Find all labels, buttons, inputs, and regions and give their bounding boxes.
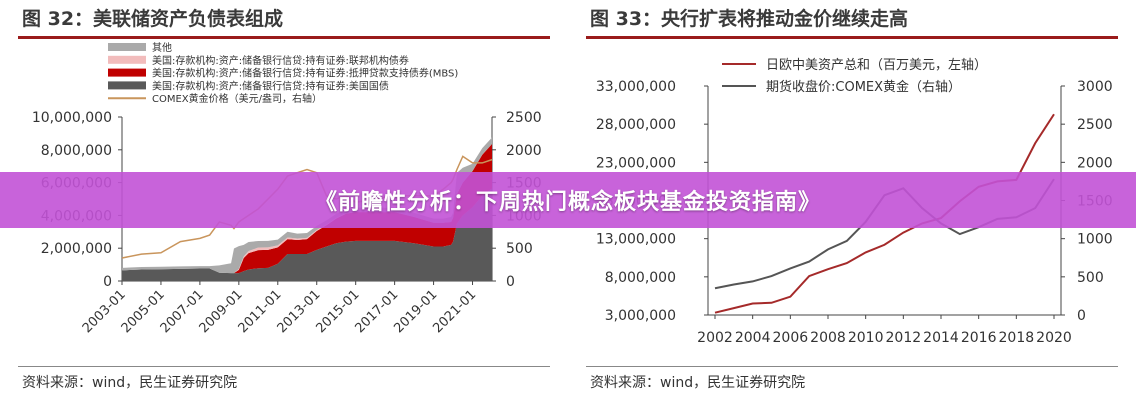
y-right-tick-label: 2000 [506, 143, 542, 159]
x-tick-label: 2006 [773, 330, 809, 346]
x-tick-label: 2010 [848, 330, 884, 346]
legend-swatch-mbs [108, 68, 146, 77]
figure-32-bottom-rule [18, 366, 550, 367]
y-left-tick-label: 13,000,000 [596, 232, 676, 248]
y-right-tick-label: 500 [1077, 270, 1104, 286]
figure-33-source: 资料来源：wind，民生证券研究院 [590, 375, 806, 391]
x-tick-label: 2021-01 [430, 287, 479, 336]
legend-swatch-treasury [108, 81, 146, 90]
y-left-tick-label: 33,000,000 [596, 79, 676, 95]
headline-banner-text: 《前瞻性分析：下周热门概念板块基金投资指南》 [314, 190, 821, 215]
figure-32-title: 图 32：美联储资产负债表组成 [22, 8, 284, 30]
x-tick-label: 2018 [999, 330, 1035, 346]
area-series-treasury [122, 188, 492, 281]
area-series-mbs [122, 144, 492, 274]
y-left-tick-label: 0 [103, 274, 112, 290]
y-left-tick-label: 10,000,000 [32, 110, 112, 126]
x-tick-label: 2002 [697, 330, 733, 346]
legend-label-agency: 美国:存款机构:资产:储备银行信贷:持有证券:联邦机构债券 [152, 54, 409, 67]
x-tick-label: 2014 [923, 330, 959, 346]
x-tick-label: 2016 [961, 330, 997, 346]
legend-label-mbs: 美国:存款机构:资产:储备银行信贷:持有证券:抵押贷款支持债券(MBS) [152, 67, 458, 80]
figure-32-title-rule [18, 36, 550, 39]
y-right-tick-label: 2500 [1077, 117, 1113, 133]
y-right-tick-label: 2500 [506, 110, 542, 126]
y-left-tick-label: 8,000,000 [605, 270, 676, 286]
y-right-tick-label: 1000 [1077, 232, 1113, 248]
x-tick-label: 2020 [1036, 330, 1072, 346]
figure-33-bottom-rule [586, 366, 1118, 367]
headline-banner[interactable]: 《前瞻性分析：下周热门概念板块基金投资指南》 [0, 172, 1136, 228]
x-tick-label: 2008 [810, 330, 846, 346]
y-right-tick-label: 3000 [1077, 79, 1113, 95]
legend-label-treasury: 美国:存款机构:资产:储备银行信贷:持有证券:美国国债 [152, 79, 389, 92]
x-tick-label: 2012 [886, 330, 922, 346]
y-left-tick-label: 8,000,000 [41, 143, 112, 159]
y-left-tick-label: 2,000,000 [41, 241, 112, 257]
legend-label-gold_left: COMEX黄金价格（美元/盎司，右轴） [152, 92, 322, 105]
y-right-tick-label: 500 [506, 241, 533, 257]
x-tick-label: 2004 [735, 330, 771, 346]
legend-label-other: 其他 [152, 41, 172, 54]
y-right-tick-label: 0 [1077, 308, 1086, 324]
figure-33-title-rule [586, 36, 1118, 39]
y-right-tick-label: 2000 [1077, 155, 1113, 171]
y-right-tick-label: 0 [506, 274, 515, 290]
legend-label-gold_right: 期货收盘价:COMEX黄金（右轴） [766, 79, 961, 95]
figure-32-source: 资料来源：wind，民生证券研究院 [22, 375, 238, 391]
y-left-tick-label: 3,000,000 [605, 308, 676, 324]
figure-33-title: 图 33：央行扩表将推动金价继续走高 [590, 8, 909, 30]
legend-swatch-other [108, 43, 146, 51]
legend-label-assets_line: 日欧中美资产总和（百万美元，左轴） [766, 58, 987, 73]
y-left-tick-label: 23,000,000 [596, 155, 676, 171]
legend-swatch-agency [108, 55, 146, 64]
y-left-tick-label: 28,000,000 [596, 117, 676, 133]
